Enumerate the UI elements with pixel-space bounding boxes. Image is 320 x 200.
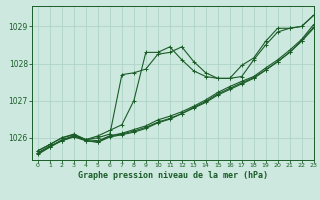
X-axis label: Graphe pression niveau de la mer (hPa): Graphe pression niveau de la mer (hPa) xyxy=(78,171,268,180)
